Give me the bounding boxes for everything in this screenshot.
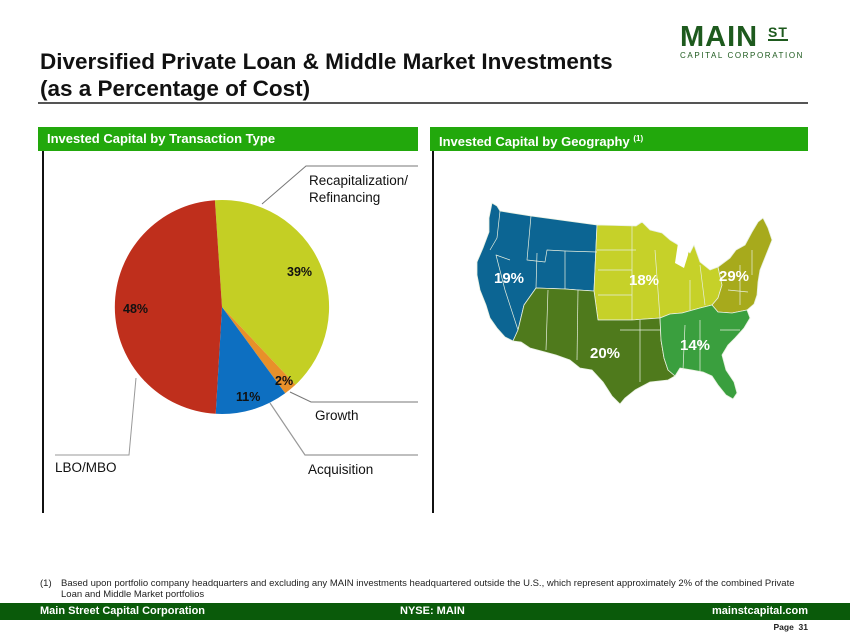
left-panel-border xyxy=(42,151,44,513)
map-state-borders xyxy=(489,210,753,382)
map-label-southeast: 14% xyxy=(680,337,711,354)
footnote: (1) Based upon portfolio company headqua… xyxy=(40,578,815,600)
map-label-southwest: 20% xyxy=(590,345,621,362)
pie-slice-growth xyxy=(222,307,296,394)
callout-label-recapitalization: Recapitalization/ Refinancing xyxy=(309,172,408,206)
footnote-marker: (1) xyxy=(633,134,644,143)
logo-main-text: MAIN xyxy=(680,21,759,53)
callout-label-growth: Growth xyxy=(315,408,359,423)
page-number: Page 31 xyxy=(773,622,809,632)
map-label-northeast: 29% xyxy=(719,268,750,285)
logo-subtitle: CAPITAL CORPORATION xyxy=(680,51,805,60)
company-logo: MAIN ST CAPITAL CORPORATION xyxy=(680,21,805,61)
recap-line-1: Recapitalization/ xyxy=(309,173,409,188)
callout-line-growth xyxy=(289,391,418,403)
callout-label-lbo-mbo: LBO/MBO xyxy=(55,460,117,475)
map-label-midwest: 18% xyxy=(629,272,660,289)
title-divider xyxy=(38,102,808,104)
panel-title-geography: Invested Capital by Geography xyxy=(439,134,630,149)
footer-ticker: NYSE: MAIN xyxy=(400,605,465,617)
panel-header-geography: Invested Capital by Geography (1) xyxy=(430,127,808,151)
pie-slice-lbo-mbo xyxy=(114,200,222,414)
pie-label-recap-pct: 39% xyxy=(287,265,313,279)
footnote-text: Based upon portfolio company headquarter… xyxy=(61,578,795,600)
title-line-2: (as a Percentage of Cost) xyxy=(40,76,311,101)
footer-website: mainstcapital.com xyxy=(712,605,808,617)
pie-label-acquisition-pct: 11% xyxy=(236,390,261,404)
panel-title-transaction-type: Invested Capital by Transaction Type xyxy=(47,131,276,146)
right-panel-border xyxy=(432,151,434,513)
pie-slice-acquisition xyxy=(215,307,286,414)
logo-st-text: ST xyxy=(768,24,788,41)
map-label-west: 19% xyxy=(494,270,525,287)
pie-label-growth-pct: 2% xyxy=(275,374,294,388)
callout-label-acquisition: Acquisition xyxy=(308,462,374,477)
footer-company: Main Street Capital Corporation xyxy=(40,605,206,617)
map-region-northeast xyxy=(711,217,773,314)
callout-line-recap xyxy=(261,165,418,205)
footnote-number: (1) xyxy=(40,578,52,589)
recap-line-2: Refinancing xyxy=(309,190,381,205)
callout-line-acquisition xyxy=(269,402,418,456)
title-line-1: Diversified Private Loan & Middle Market… xyxy=(40,49,613,74)
pie-label-lbo-pct: 48% xyxy=(123,302,149,316)
callout-line-lbo xyxy=(55,377,137,456)
map-region-southwest xyxy=(512,287,676,405)
great-lakes-water xyxy=(675,232,690,268)
footer-bar: Main Street Capital Corporation NYSE: MA… xyxy=(0,603,850,620)
pie-slice-recapitalization xyxy=(214,199,330,385)
panel-header-transaction-type: Invested Capital by Transaction Type xyxy=(38,127,418,151)
page-title: Diversified Private Loan & Middle Market… xyxy=(40,48,613,102)
map-region-southeast xyxy=(659,304,751,400)
map-region-midwest xyxy=(593,221,723,321)
